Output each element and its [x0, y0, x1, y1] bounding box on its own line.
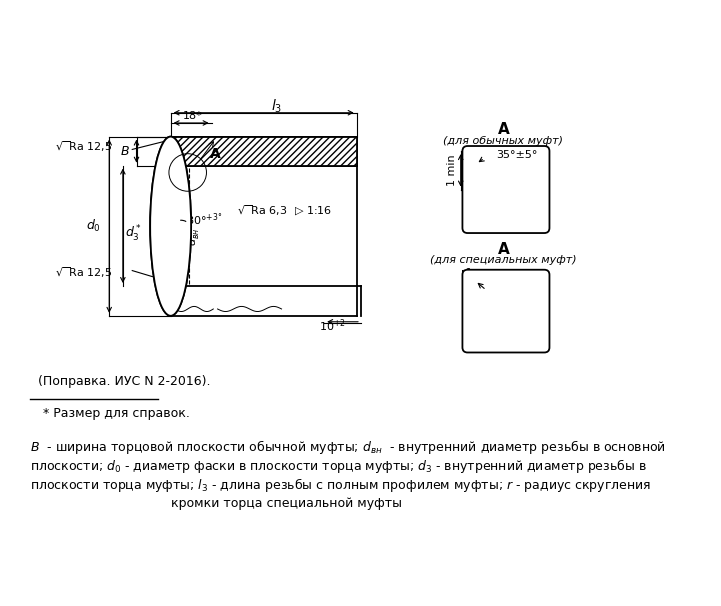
Polygon shape [171, 136, 357, 165]
Text: $d^*_3$: $d^*_3$ [125, 224, 142, 244]
Text: (для специальных муфт): (для специальных муфт) [430, 255, 577, 265]
Text: * Размер для справок.: * Размер для справок. [43, 407, 190, 419]
Text: A: A [497, 122, 509, 138]
Text: $\triangleright$ 1:16: $\triangleright$ 1:16 [294, 204, 332, 217]
Text: $B$: $B$ [120, 145, 130, 158]
Text: плоскости; $d_0$ - диаметр фаски в плоскости торца муфты; $d_3$ - внутренний диа: плоскости; $d_0$ - диаметр фаски в плоск… [30, 457, 647, 475]
Bar [473, 156, 539, 190]
Text: Основная плоскость: Основная плоскость [171, 178, 181, 283]
Text: $\sqrt{\ }$Ra 6,3: $\sqrt{\ }$Ra 6,3 [237, 204, 288, 218]
Text: $B$  - ширина торцовой плоскости обычной муфты; $d_{вн}$  - внутренний диаметр р: $B$ - ширина торцовой плоскости обычной … [30, 438, 665, 456]
Text: $d^*_{вн}$: $d^*_{вн}$ [183, 227, 203, 245]
FancyBboxPatch shape [462, 146, 549, 233]
Text: 80°$^{+3°}$: 80°$^{+3°}$ [186, 211, 222, 228]
Text: 35°±5°: 35°±5° [496, 150, 538, 161]
Text: $\sqrt{\ }$Ra 12,5: $\sqrt{\ }$Ra 12,5 [56, 139, 112, 154]
Ellipse shape [150, 136, 191, 316]
Text: 1 min: 1 min [447, 155, 457, 186]
Text: A: A [497, 242, 509, 257]
Text: A: A [210, 147, 221, 161]
Text: $d_0$: $d_0$ [86, 218, 101, 235]
Text: (для обычных муфт): (для обычных муфт) [443, 136, 563, 146]
Text: плоскости торца муфты; $l_3$ - длина резьбы с полным профилем муфты; $r$ - радиу: плоскости торца муфты; $l_3$ - длина рез… [30, 476, 651, 494]
Text: (Поправка. ИУС N 2-2016).: (Поправка. ИУС N 2-2016). [38, 375, 211, 388]
Text: 10$^{+2}$: 10$^{+2}$ [319, 318, 346, 335]
Text: r1 max: r1 max [461, 268, 500, 278]
Text: кромки торца специальной муфты: кромки торца специальной муфты [171, 497, 402, 510]
Text: 18*: 18* [183, 111, 203, 121]
Ellipse shape [150, 136, 191, 316]
Text: $\sqrt{\ }$Ra 12,5: $\sqrt{\ }$Ra 12,5 [56, 266, 112, 281]
Bar [473, 305, 539, 342]
Bar [473, 280, 539, 301]
FancyBboxPatch shape [462, 270, 549, 353]
Text: $l_3$: $l_3$ [271, 97, 282, 115]
